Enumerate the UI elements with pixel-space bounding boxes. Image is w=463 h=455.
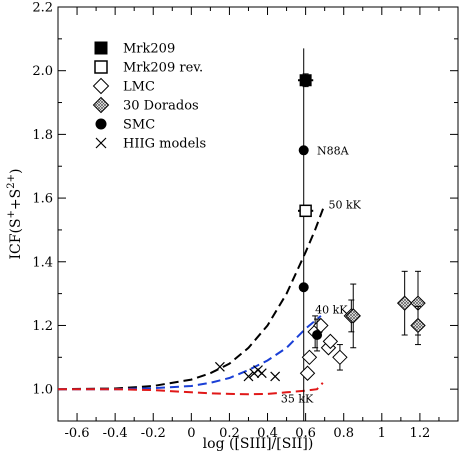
model-curve: [58, 382, 324, 396]
model-curves: [58, 204, 326, 396]
y-tick-label: 1.2: [32, 319, 53, 334]
legend-label: 30 Dorados: [123, 99, 199, 114]
data-point: [299, 204, 312, 218]
annotation-label: N88A: [317, 144, 350, 157]
x-tick-label: 0: [187, 426, 195, 441]
legend-label: Mrk209: [123, 42, 175, 57]
y-tick-label: 1.6: [32, 192, 53, 207]
legend-marker: [94, 60, 108, 74]
y-tick-label: 1.8: [32, 128, 53, 143]
legend: Mrk209 Mrk209 rev. LMC 30 Dorados SMC HIIG mo…: [92, 41, 206, 152]
data-point: [345, 308, 361, 324]
legend-marker: [92, 77, 110, 95]
y-tick-label: 1.0: [32, 383, 53, 398]
model-curve: [58, 204, 326, 391]
x-tick-label: 0.8: [333, 426, 354, 441]
data-point: [270, 371, 281, 382]
legend-marker: [95, 137, 107, 149]
data-point: [214, 361, 225, 372]
annotations: N88A 50 kK 40 kK 35 kK: [281, 144, 362, 405]
data-point: [256, 368, 267, 379]
legend-label: HIIG models: [123, 137, 206, 152]
x-tick-label: 1: [378, 426, 386, 441]
y-tick-label: 2.0: [32, 64, 53, 79]
x-axis-title: log ([SIII]/[SII]): [203, 436, 314, 452]
x-tick-label: -0.6: [65, 426, 90, 441]
data-point: [298, 145, 309, 156]
plot-frame: [57, 6, 459, 422]
legend-label: LMC: [123, 80, 155, 95]
x-tick-label: 0.2: [219, 426, 240, 441]
x-tick-label: 1.2: [410, 426, 431, 441]
legend-marker: [94, 41, 108, 55]
data-point: [299, 365, 316, 381]
legend-marker: [95, 118, 107, 130]
x-tick-label: -0.4: [103, 426, 128, 441]
legend-label: Mrk209 rev.: [123, 61, 203, 76]
data-point: [299, 74, 312, 87]
data-point: [410, 317, 426, 334]
data-point: [396, 295, 413, 311]
data-points: [214, 73, 426, 382]
data-point: [322, 333, 339, 350]
x-tick-label: 0.4: [257, 426, 278, 441]
y-tick-label: 2.2: [32, 1, 53, 16]
model-curve: [58, 315, 322, 391]
y-axis-title: ICF(S++S2+): [6, 169, 24, 260]
data-point: [301, 349, 318, 366]
data-point: [243, 371, 254, 382]
data-point: [332, 349, 348, 366]
data-point: [312, 330, 323, 341]
annotation-label: 35 kK: [281, 393, 314, 406]
axis-ticks: -0.6 -0.4 -0.2 0 0.2 0.4 0.6 0.8 1 1.2 1.0 1.2 1.4 1.…: [32, 1, 458, 441]
x-tick-label: -0.2: [141, 426, 166, 441]
annotation-label: 40 kK: [315, 304, 348, 317]
annotation-label: 50 kK: [328, 198, 361, 211]
x-tick-label: 0.6: [295, 426, 316, 441]
y-tick-label: 1.4: [32, 255, 53, 270]
legend-label: SMC: [123, 118, 155, 133]
legend-marker: [92, 96, 110, 114]
data-point: [298, 282, 309, 293]
